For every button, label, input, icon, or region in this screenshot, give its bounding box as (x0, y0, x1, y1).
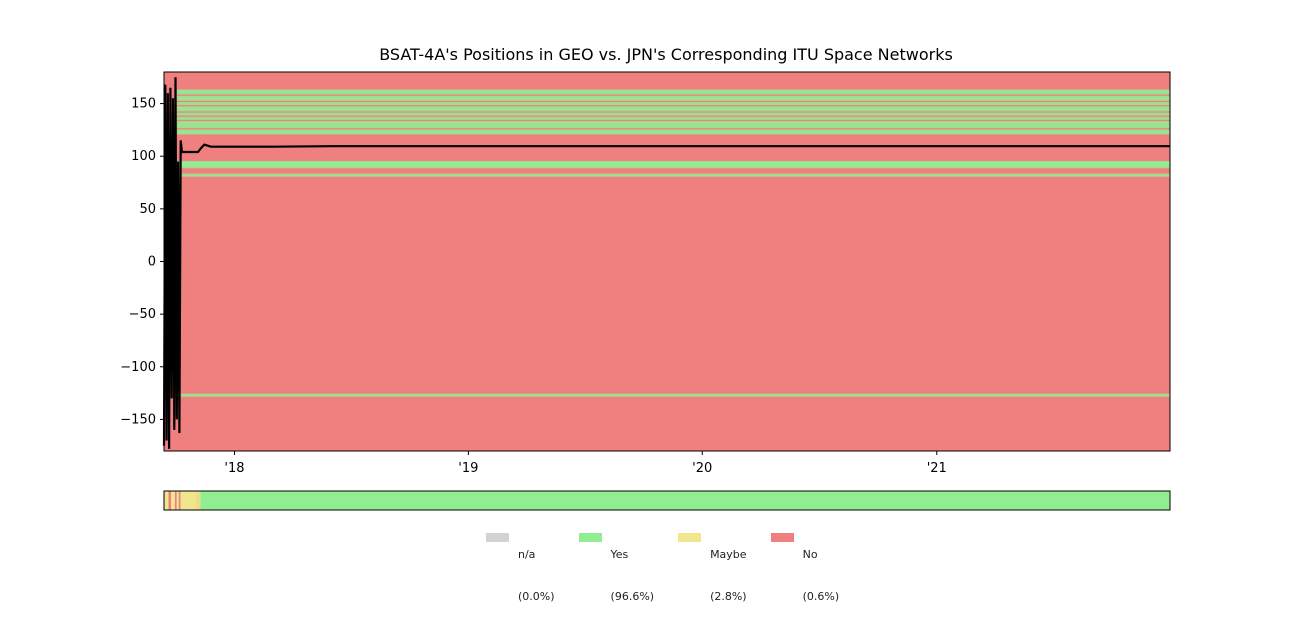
y-tick-label: 50 (139, 202, 156, 217)
status-bar-frame (163, 490, 1171, 511)
position-series-line (162, 77, 1170, 449)
legend-pct-maybe: (2.8%) (710, 590, 747, 603)
y-tick-label: 100 (131, 149, 156, 164)
itu-network-band (176, 89, 1170, 93)
x-tick-label: '18 (224, 461, 244, 476)
itu-network-band (176, 121, 1170, 125)
legend: n/a (0.0%) Yes (96.6%) Maybe (2.8%) No (… (486, 520, 863, 632)
itu-network-band (176, 125, 1170, 129)
status-segment (176, 491, 179, 510)
y-tick-label: −100 (120, 360, 156, 375)
plot-area (162, 71, 1171, 452)
itu-network-band (176, 393, 1170, 397)
y-axis: −150 −100 −50 0 50 100 150 (120, 97, 164, 427)
itu-network-band (176, 108, 1170, 112)
status-segment (171, 491, 175, 510)
legend-item-no: No (0.6%) (770, 520, 840, 632)
chart-title: BSAT-4A's Positions in GEO vs. JPN's Cor… (379, 45, 953, 64)
legend-item-yes: Yes (96.6%) (578, 520, 655, 632)
itu-network-band (176, 129, 1170, 133)
itu-network-band (176, 173, 1170, 177)
legend-pct-no: (0.6%) (802, 590, 840, 603)
status-segment (164, 491, 169, 510)
legend-label-no: No (802, 548, 818, 561)
legend-pct-yes: (96.6%) (610, 590, 655, 603)
legend-swatch-maybe (678, 533, 702, 542)
itu-network-band (176, 95, 1170, 99)
x-axis: '18 '19 '20 '21 (224, 451, 947, 476)
legend-swatch-yes (578, 533, 602, 542)
y-tick-label: −50 (129, 307, 156, 322)
legend-swatch-no (770, 533, 794, 542)
itu-network-band (176, 112, 1170, 116)
status-bar (163, 490, 1171, 511)
plot-background (164, 72, 1170, 451)
x-tick-label: '21 (927, 461, 947, 476)
itu-network-band (176, 165, 1170, 169)
y-tick-label: 150 (131, 97, 156, 112)
y-tick-label: −150 (120, 412, 156, 427)
itu-network-band (176, 123, 1170, 127)
y-tick-label: 0 (148, 255, 156, 270)
status-segment (168, 491, 172, 510)
legend-label-yes: Yes (610, 548, 629, 561)
legend-label-maybe: Maybe (710, 548, 747, 561)
legend-item-maybe: Maybe (2.8%) (678, 520, 747, 632)
legend-swatch-na (486, 533, 509, 542)
legend-item-na: n/a (0.0%) (486, 520, 555, 632)
status-segment (195, 491, 201, 510)
chart: BSAT-4A's Positions in GEO vs. JPN's Cor… (120, 45, 1171, 511)
x-tick-label: '19 (458, 461, 478, 476)
itu-network-band (176, 161, 1170, 165)
status-segment (200, 491, 1170, 510)
x-tick-label: '20 (692, 461, 712, 476)
itu-network-band (176, 116, 1170, 120)
status-segment (174, 491, 177, 510)
status-segment (178, 491, 181, 510)
legend-label-na: n/a (518, 548, 536, 561)
legend-pct-na: (0.0%) (518, 590, 555, 603)
itu-network-band (176, 91, 1170, 95)
itu-network-band (176, 102, 1170, 106)
itu-network-band (176, 106, 1170, 110)
itu-network-band (176, 131, 1170, 135)
status-segment (180, 491, 196, 510)
itu-network-band (176, 97, 1170, 101)
